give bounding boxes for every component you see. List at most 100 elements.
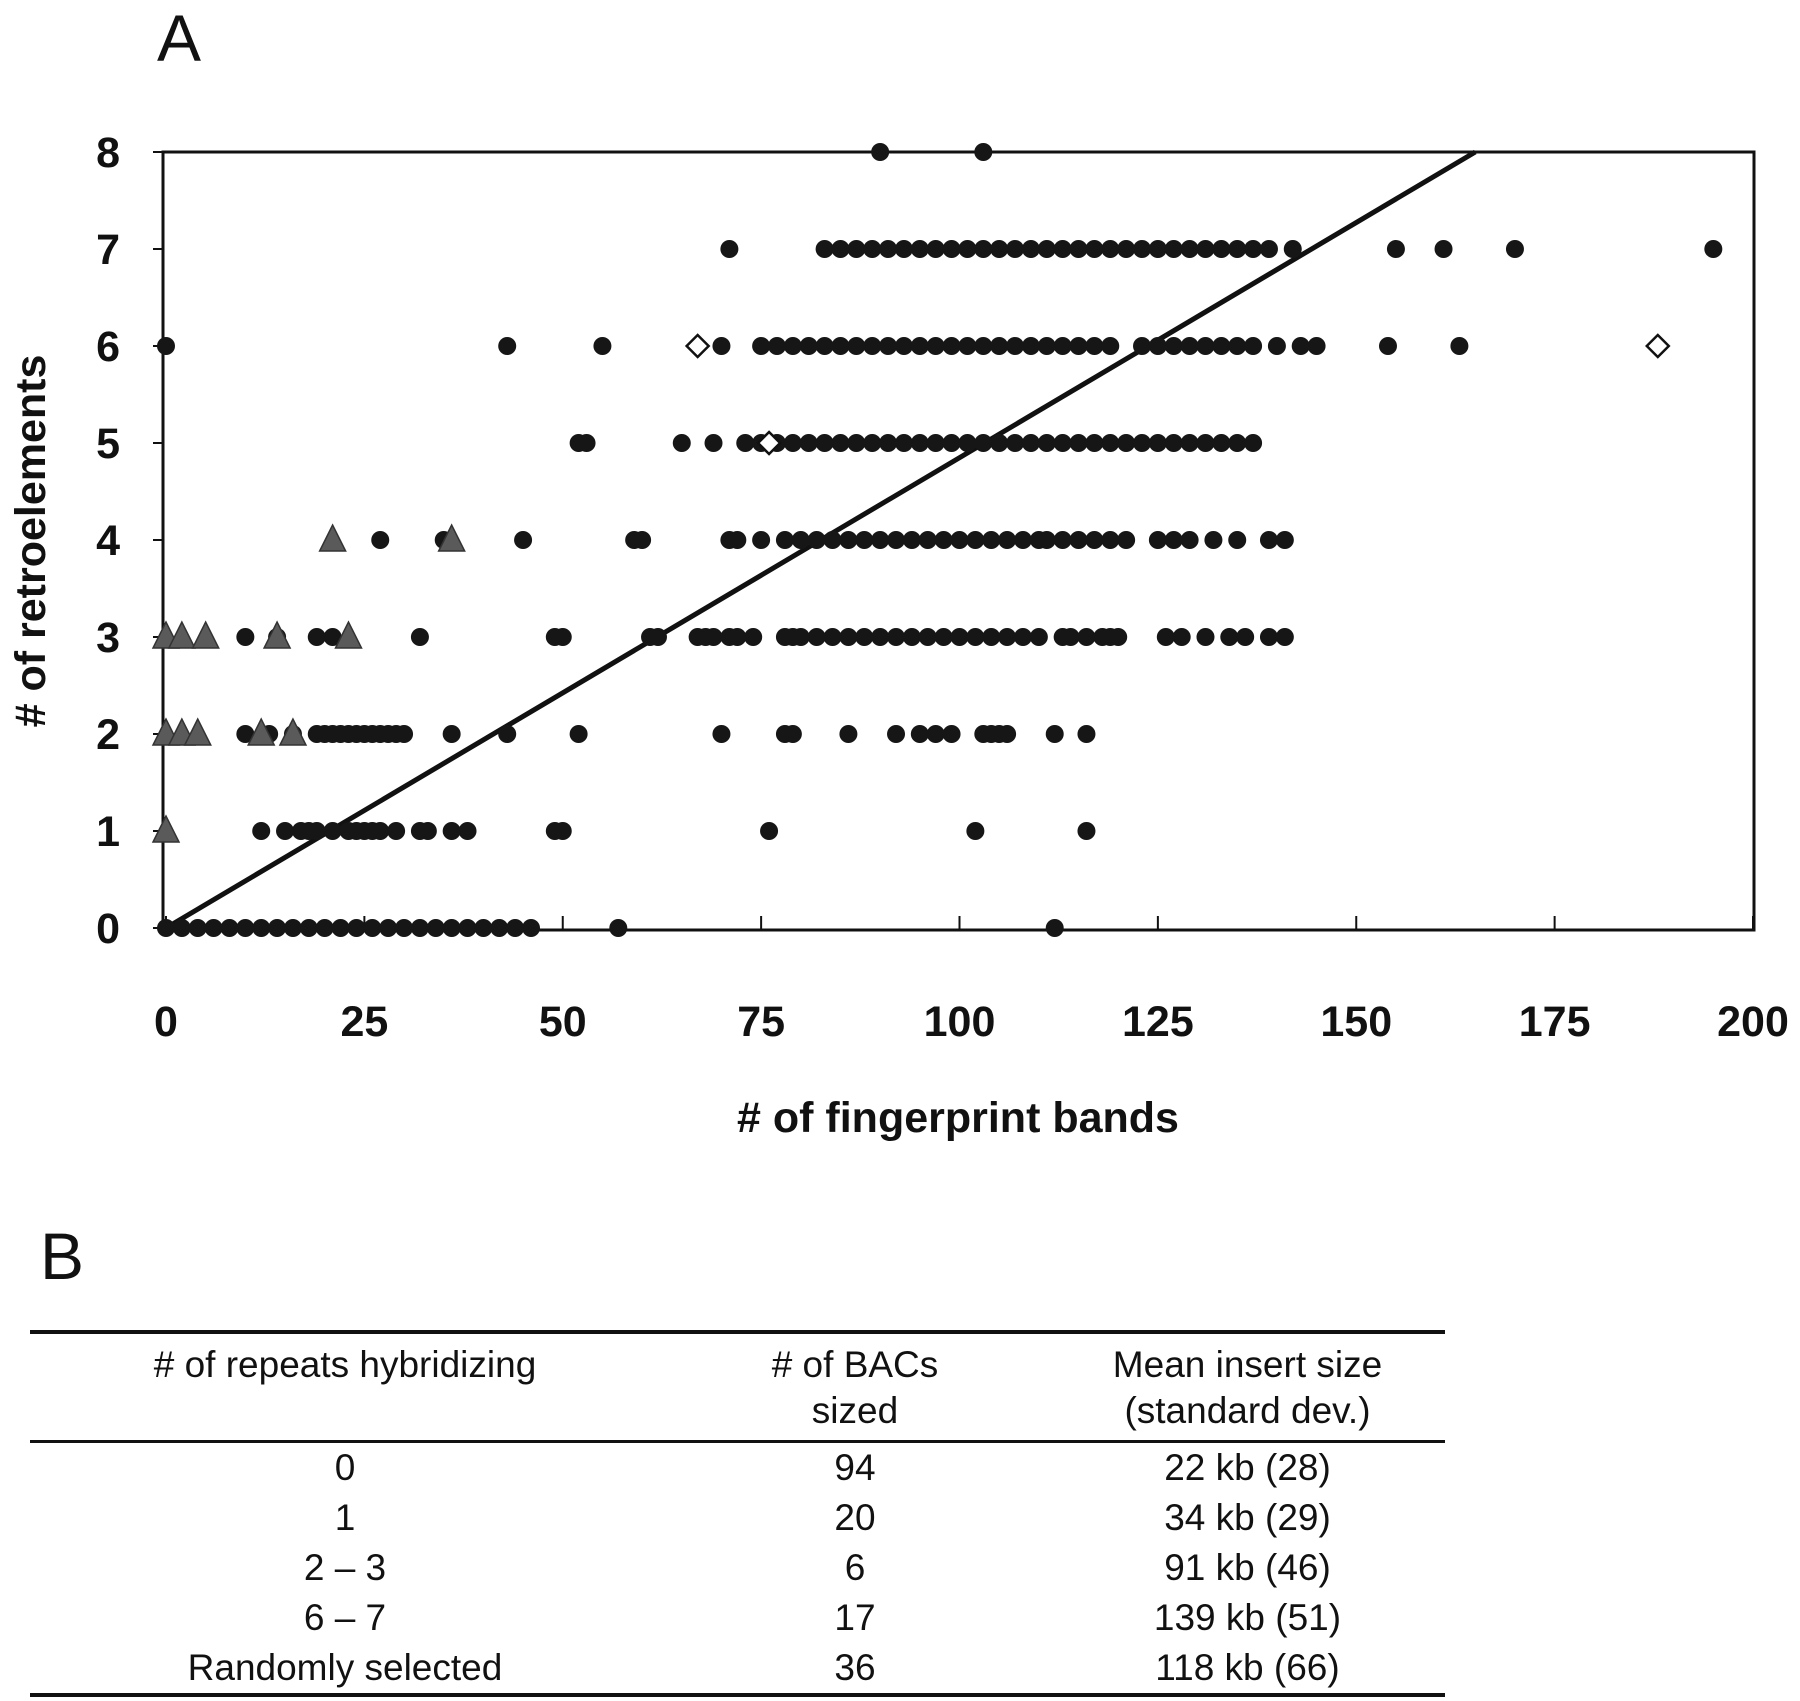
data-point-circle — [831, 337, 850, 355]
data-point-circle — [704, 434, 723, 452]
data-point-circle — [1006, 337, 1025, 355]
data-point-circle — [1259, 240, 1278, 258]
y-axis-title: # of retroelements — [7, 355, 55, 728]
data-point-circle — [871, 143, 890, 161]
data-point-circle — [799, 434, 818, 452]
data-point-circle — [966, 822, 985, 840]
data-point-circle — [831, 240, 850, 258]
data-point-circle — [728, 628, 747, 646]
data-point-circle — [871, 531, 890, 549]
data-point-circle — [157, 919, 175, 937]
data-point-circle — [958, 337, 977, 355]
data-point-circle — [387, 822, 406, 840]
data-point-circle — [252, 919, 271, 937]
data-point-circle — [1220, 628, 1239, 646]
data-point-circle — [458, 822, 477, 840]
data-point-circle — [1244, 434, 1263, 452]
table-cell: 6 — [844, 1547, 866, 1588]
data-point-circle — [942, 240, 961, 258]
data-point-circle — [1164, 434, 1183, 452]
data-point-circle — [990, 240, 1009, 258]
data-point-circle — [490, 919, 509, 937]
table-header-row: # of repeats hybridizing # of BACs sized Me… — [30, 1332, 1445, 1442]
data-point-circle — [887, 628, 906, 646]
x-tick-label: 0 — [154, 998, 178, 1046]
data-point-circle — [672, 434, 691, 452]
data-point-circle — [950, 628, 969, 646]
data-point-circle — [887, 531, 906, 549]
data-point-triangle — [167, 620, 197, 649]
data-point-circle — [1013, 531, 1032, 549]
data-point-triangle — [191, 620, 220, 649]
data-point-circle — [990, 337, 1009, 355]
data-point-circle — [744, 628, 763, 646]
data-point-circle — [1505, 240, 1524, 258]
data-point-circle — [1164, 240, 1183, 258]
data-point-circle — [902, 531, 921, 549]
data-point-triangle — [183, 717, 212, 746]
data-point-circle — [910, 337, 929, 355]
data-point-circle — [855, 531, 874, 549]
data-point-circle — [1069, 434, 1088, 452]
data-point-circle — [1061, 628, 1080, 646]
data-point-circle — [1045, 919, 1064, 937]
data-point-circle — [926, 725, 945, 743]
data-point-circle — [1101, 240, 1120, 258]
data-point-circle — [887, 725, 906, 743]
table-cell: 94 — [834, 1447, 876, 1488]
data-point-circle — [363, 919, 382, 937]
x-tick-label: 175 — [1519, 998, 1591, 1046]
data-point-circle — [299, 919, 318, 937]
data-point-circle — [1133, 337, 1152, 355]
data-point-circle — [926, 434, 945, 452]
data-point-circle — [942, 725, 961, 743]
table-cell: 2 – 3 — [303, 1547, 387, 1588]
data-point-circle — [791, 531, 810, 549]
y-tick-label: 2 — [96, 711, 120, 759]
data-point-circle — [1069, 531, 1088, 549]
data-point-circle — [831, 434, 850, 452]
data-point-diamond — [756, 430, 782, 456]
data-point-circle — [775, 531, 794, 549]
data-point-circle — [783, 725, 802, 743]
data-point-triangle — [334, 620, 363, 649]
data-point-circle — [704, 628, 723, 646]
data-point-circle — [1244, 337, 1263, 355]
data-point-circle — [760, 822, 779, 840]
y-axis: 0 1 2 3 4 5 6 7 8 — [96, 129, 163, 953]
data-point-circle — [783, 337, 802, 355]
data-point-circle — [791, 628, 810, 646]
data-point-circle — [172, 919, 191, 937]
data-point-circle — [395, 725, 414, 743]
data-point-circle — [1180, 434, 1199, 452]
data-point-circle — [990, 434, 1009, 452]
panel-b-label: B — [40, 1219, 85, 1293]
data-point-circle — [839, 531, 858, 549]
table-cell: 118 kb (66) — [1155, 1647, 1340, 1688]
data-point-circle — [458, 919, 477, 937]
data-point-circle — [1013, 628, 1032, 646]
data-point-circle — [847, 434, 866, 452]
data-point-circle — [1069, 337, 1088, 355]
data-point-circle — [1148, 337, 1167, 355]
data-point-circle — [807, 628, 826, 646]
data-point-circle — [1037, 531, 1056, 549]
table-row: 2 – 3 6 91 kb (46) — [30, 1543, 1445, 1593]
data-point-circle — [1133, 434, 1152, 452]
table-row: Randomly selected 36 118 kb (66) — [30, 1643, 1445, 1695]
data-point-circle — [1244, 240, 1263, 258]
data-point-circle — [1196, 240, 1215, 258]
table-cell: 91 kb (46) — [1164, 1547, 1331, 1588]
data-point-circle — [577, 434, 596, 452]
data-point-circle — [823, 531, 842, 549]
table-cell: 22 kb (28) — [1164, 1447, 1331, 1488]
data-point-circle — [442, 725, 461, 743]
data-point-circle — [879, 337, 898, 355]
table-cell: 20 — [834, 1497, 876, 1538]
data-point-circle — [926, 337, 945, 355]
table-cell: 6 – 7 — [303, 1597, 387, 1638]
data-point-circle — [442, 822, 461, 840]
data-point-circle — [871, 628, 890, 646]
y-tick-label: 3 — [96, 614, 120, 662]
data-point-circle — [347, 919, 366, 937]
